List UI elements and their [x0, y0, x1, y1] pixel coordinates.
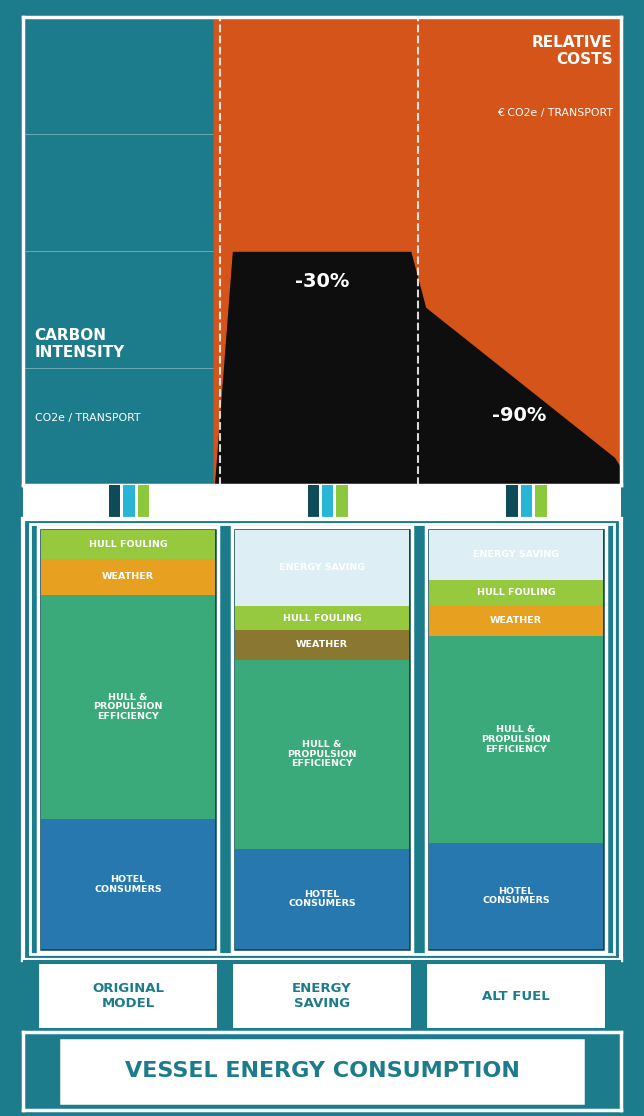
FancyBboxPatch shape [232, 963, 412, 1029]
Text: WEATHER: WEATHER [296, 641, 348, 650]
FancyBboxPatch shape [235, 606, 409, 631]
FancyBboxPatch shape [37, 963, 218, 1029]
Text: CARBON
INTENSITY: CARBON INTENSITY [35, 328, 125, 359]
FancyBboxPatch shape [426, 527, 607, 952]
FancyBboxPatch shape [429, 843, 603, 950]
Polygon shape [23, 251, 621, 485]
FancyBboxPatch shape [41, 529, 215, 559]
Text: € CO2e / TRANSPORT: € CO2e / TRANSPORT [497, 108, 612, 118]
Bar [308, 485, 319, 519]
Text: WEATHER: WEATHER [490, 616, 542, 625]
FancyBboxPatch shape [59, 1037, 585, 1106]
FancyBboxPatch shape [41, 595, 215, 819]
Text: ENERGY SAVING: ENERGY SAVING [473, 550, 559, 559]
Bar [535, 485, 547, 519]
FancyBboxPatch shape [429, 529, 603, 950]
Text: HOTEL
CONSUMERS: HOTEL CONSUMERS [482, 886, 550, 905]
Text: RELATIVE
COSTS: RELATIVE COSTS [532, 36, 612, 67]
Text: ORIGINAL
MODEL: ORIGINAL MODEL [92, 982, 164, 1010]
Bar [322, 485, 334, 519]
Text: -30%: -30% [295, 272, 349, 291]
FancyBboxPatch shape [235, 660, 409, 848]
FancyBboxPatch shape [235, 529, 409, 606]
Text: ENERGY SAVING: ENERGY SAVING [279, 564, 365, 573]
FancyBboxPatch shape [30, 525, 614, 954]
Bar [138, 485, 149, 519]
Text: VESSEL ENERGY CONSUMPTION: VESSEL ENERGY CONSUMPTION [124, 1061, 520, 1081]
Text: HULL FOULING: HULL FOULING [477, 588, 555, 597]
Bar [123, 485, 135, 519]
FancyBboxPatch shape [235, 631, 409, 660]
Text: ENERGY
SAVING: ENERGY SAVING [292, 982, 352, 1010]
FancyBboxPatch shape [41, 559, 215, 595]
FancyBboxPatch shape [429, 605, 603, 636]
Text: HOTEL
CONSUMERS: HOTEL CONSUMERS [288, 889, 356, 908]
Bar [521, 485, 532, 519]
FancyBboxPatch shape [232, 527, 412, 952]
FancyBboxPatch shape [429, 636, 603, 843]
Bar [336, 485, 348, 519]
Text: WEATHER: WEATHER [102, 573, 154, 581]
FancyBboxPatch shape [235, 848, 409, 950]
Text: HOTEL
CONSUMERS: HOTEL CONSUMERS [94, 875, 162, 894]
Text: HULL &
PROPULSION
EFFICIENCY: HULL & PROPULSION EFFICIENCY [93, 693, 163, 721]
FancyBboxPatch shape [37, 527, 218, 952]
Bar [109, 485, 120, 519]
Text: HULL FOULING: HULL FOULING [89, 540, 167, 549]
FancyBboxPatch shape [41, 529, 215, 950]
Polygon shape [214, 17, 621, 485]
FancyBboxPatch shape [426, 963, 607, 1029]
Text: HULL &
PROPULSION
EFFICIENCY: HULL & PROPULSION EFFICIENCY [287, 740, 357, 768]
Text: HULL FOULING: HULL FOULING [283, 614, 361, 623]
FancyBboxPatch shape [429, 579, 603, 605]
FancyBboxPatch shape [235, 529, 409, 950]
FancyBboxPatch shape [429, 529, 603, 579]
Text: ALT FUEL: ALT FUEL [482, 990, 550, 1002]
Bar [506, 485, 518, 519]
Text: CO2e / TRANSPORT: CO2e / TRANSPORT [35, 413, 140, 423]
Text: -90%: -90% [493, 405, 547, 425]
Text: HULL &
PROPULSION
EFFICIENCY: HULL & PROPULSION EFFICIENCY [481, 725, 551, 753]
FancyBboxPatch shape [41, 819, 215, 950]
